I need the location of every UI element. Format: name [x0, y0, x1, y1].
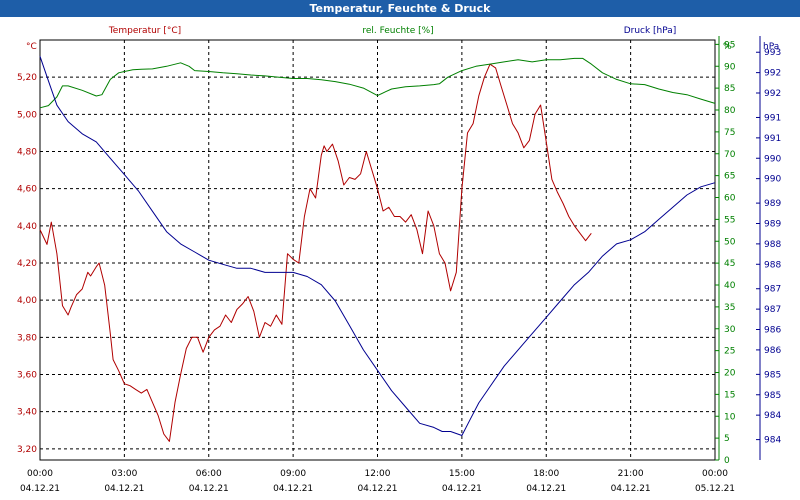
x-tick-date: 04.12.21 — [273, 484, 313, 494]
pressure-tick-label: 988 — [764, 260, 781, 270]
grid — [39, 39, 716, 461]
humidity-tick-label: 65 — [724, 172, 735, 182]
series-line-temperature — [39, 63, 592, 442]
pressure-tick-label: 987 — [764, 285, 781, 295]
temp-tick-label: 4,40 — [17, 222, 37, 232]
x-tick-time: 12:00 — [365, 469, 391, 479]
window-title: Temperatur, Feuchte & Druck — [309, 2, 491, 15]
x-tick-date: 05.12.21 — [695, 484, 735, 494]
temp-tick-label: 4,60 — [17, 185, 37, 195]
series-group — [39, 56, 716, 442]
x-tick-time: 00:00 — [702, 469, 728, 479]
temp-tick-label: 4,00 — [17, 296, 37, 306]
x-tick-date: 04.12.21 — [20, 484, 60, 494]
x-tick-date: 04.12.21 — [104, 484, 144, 494]
x-tick-date: 04.12.21 — [189, 484, 229, 494]
pressure-tick-label: 987 — [764, 305, 781, 315]
temp-tick-label: 3,40 — [17, 408, 37, 418]
humidity-tick-label: 50 — [724, 237, 736, 247]
temp-tick-label: 4,20 — [17, 259, 37, 269]
pressure-tick-label: 984 — [764, 436, 781, 446]
x-tick-time: 00:00 — [27, 469, 53, 479]
humidity-tick-label: 60 — [724, 194, 736, 204]
temp-tick-label: 3,80 — [17, 333, 37, 343]
humidity-tick-label: 25 — [724, 347, 735, 357]
humidity-tick-label: 95 — [724, 40, 735, 50]
pressure-tick-label: 985 — [764, 391, 781, 401]
temp-axis-unit-label: °C — [26, 42, 37, 52]
humidity-tick-label: 45 — [724, 259, 735, 269]
humidity-tick-label: 30 — [724, 325, 736, 335]
chart: °C % hPa Temperatur [°C] rel. Feuchte [%… — [17, 26, 781, 494]
temp-tick-label: 3,20 — [17, 445, 37, 455]
axes: 00:00 04.12.21 03:00 04.12.21 06:00 04.12.21 0… — [17, 36, 781, 494]
x-tick-time: 21:00 — [618, 469, 644, 479]
temp-tick-label: 4,80 — [17, 148, 37, 158]
humidity-tick-label: 15 — [724, 390, 735, 400]
pressure-tick-label: 992 — [764, 89, 781, 99]
pressure-tick-label: 991 — [764, 113, 781, 123]
humidity-tick-label: 5 — [724, 434, 730, 444]
series-line-humidity — [39, 57, 716, 109]
pressure-tick-label: 990 — [764, 154, 781, 164]
pressure-tick-label: 991 — [764, 134, 781, 144]
legend-temperature: Temperatur [°C] — [108, 26, 181, 36]
humidity-tick-label: 80 — [724, 106, 736, 116]
x-tick-time: 15:00 — [449, 469, 475, 479]
pressure-tick-label: 985 — [764, 370, 781, 380]
humidity-tick-label: 20 — [724, 369, 736, 379]
pressure-tick-label: 992 — [764, 69, 781, 79]
x-tick-date: 04.12.21 — [442, 484, 482, 494]
pressure-tick-label: 990 — [764, 175, 781, 185]
humidity-tick-label: 10 — [724, 412, 736, 422]
x-tick-time: 03:00 — [111, 469, 137, 479]
temp-tick-label: 3,60 — [17, 371, 37, 381]
x-tick-date: 04.12.21 — [611, 484, 651, 494]
x-tick-date: 04.12.21 — [357, 484, 397, 494]
pressure-tick-label: 986 — [764, 346, 781, 356]
pressure-axis-unit-label: hPa — [763, 42, 779, 52]
series-line-pressure — [39, 56, 716, 436]
x-tick-time: 06:00 — [196, 469, 222, 479]
legend-humidity: rel. Feuchte [%] — [362, 26, 433, 36]
humidity-tick-label: 55 — [724, 215, 735, 225]
pressure-tick-label: 988 — [764, 240, 781, 250]
pressure-tick-label: 986 — [764, 326, 781, 336]
humidity-tick-label: 35 — [724, 303, 735, 313]
humidity-tick-label: 40 — [724, 281, 736, 291]
pressure-tick-label: 989 — [764, 199, 781, 209]
humidity-tick-label: 85 — [724, 84, 735, 94]
pressure-tick-label: 993 — [764, 48, 781, 58]
legend-pressure: Druck [hPa] — [624, 26, 677, 36]
x-tick-date: 04.12.21 — [526, 484, 566, 494]
humidity-tick-label: 0 — [724, 456, 730, 466]
temp-tick-label: 5,00 — [17, 110, 37, 120]
x-tick-time: 18:00 — [533, 469, 559, 479]
x-tick-time: 09:00 — [280, 469, 306, 479]
humidity-axis-unit-label: % — [723, 42, 732, 52]
window-title-bar: Temperatur, Feuchte & Druck — [0, 0, 800, 17]
temp-tick-label: 5,20 — [17, 73, 37, 83]
humidity-tick-label: 70 — [724, 150, 736, 160]
pressure-tick-label: 984 — [764, 411, 781, 421]
pressure-tick-label: 989 — [764, 219, 781, 229]
humidity-tick-label: 75 — [724, 128, 735, 138]
humidity-tick-label: 90 — [724, 62, 736, 72]
